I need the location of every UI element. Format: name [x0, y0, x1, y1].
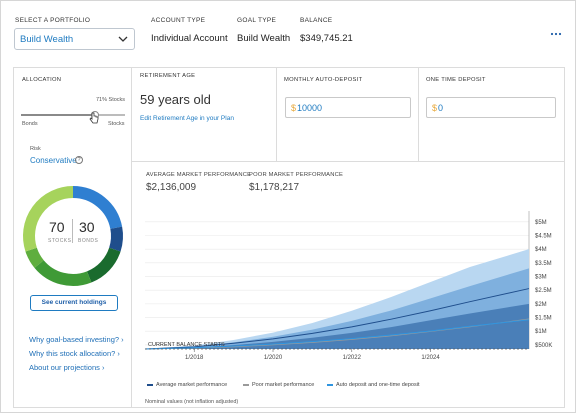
monthly-deposit-input[interactable]: $ 10000 — [285, 97, 411, 118]
donut-stocks-light-segment — [23, 186, 74, 252]
avg-performance-value: $2,136,009 — [146, 182, 197, 193]
series-line — [144, 288, 530, 350]
one-time-deposit-input[interactable]: $ 0 — [426, 97, 556, 118]
donut-stocks-segment — [34, 260, 92, 286]
series-line — [144, 318, 530, 350]
risk-value: Conservative — [30, 156, 77, 165]
legend-poor: Poor market performance — [243, 382, 314, 388]
portfolio-select[interactable]: Build Wealth — [14, 28, 135, 50]
slider-left-label: Bonds — [22, 121, 38, 127]
y-tick-label: $4.5M — [535, 234, 552, 240]
info-icon[interactable]: ? — [75, 156, 83, 164]
monthly-deposit-label: MONTHLY AUTO-DEPOSIT — [284, 77, 363, 83]
x-tick-label: 1/2018 — [185, 355, 204, 361]
balance-label: BALANCE — [300, 17, 333, 24]
bonds-percent: 30 — [79, 219, 95, 235]
legend-deposit: Auto deposit and one-time deposit — [327, 382, 419, 388]
y-tick-label: $3M — [535, 275, 547, 281]
donut-bonds-dark-segment — [109, 226, 123, 252]
slider-right-label: Stocks — [108, 121, 125, 127]
portfolio-select-value: Build Wealth — [20, 34, 74, 45]
legend-deposit-label: Auto deposit and one-time deposit — [336, 382, 420, 388]
legend-average-swatch — [147, 383, 153, 386]
donut-stocks-dark-segment — [86, 247, 121, 283]
series-line — [144, 319, 530, 350]
x-tick-label: 1/2024 — [421, 355, 440, 361]
y-tick-label: $2.5M — [535, 288, 552, 294]
nominal-values-note: Nominal values (not inflation adjusted) — [145, 399, 239, 405]
bonds-caption: BONDS — [78, 238, 99, 244]
stocks-percent: 70 — [49, 219, 65, 235]
y-tick-label: $4M — [535, 247, 547, 253]
y-tick-label: $2M — [535, 302, 547, 308]
x-tick-label: 1/2020 — [264, 355, 283, 361]
balance-value: $349,745.21 — [300, 33, 353, 44]
y-tick-label: $5M — [535, 220, 547, 226]
risk-label: Risk — [30, 146, 41, 152]
donut-stocks-mid-segment — [25, 247, 44, 268]
see-holdings-button[interactable]: See current holdings — [30, 295, 118, 311]
account-type-label: ACCOUNT TYPE — [151, 17, 206, 24]
allocation-slider-fill — [21, 114, 95, 116]
account-type-value: Individual Account — [151, 33, 228, 44]
monthly-currency: $ — [291, 103, 297, 113]
portfolio-label: SELECT A PORTFOLIO — [15, 17, 91, 24]
current-balance-label: CURRENT BALANCE STARTS — [148, 342, 225, 348]
y-tick-label: $1.5M — [535, 316, 552, 322]
edit-retirement-link[interactable]: Edit Retirement Age in your Plan — [140, 115, 234, 122]
monthly-deposit-value: 10000 — [297, 103, 323, 113]
retirement-label: RETIREMENT AGE — [140, 73, 196, 79]
legend-average: Average market performance — [147, 382, 227, 388]
retirement-age-value: 59 years old — [140, 92, 211, 107]
legend-poor-label: Poor market performance — [252, 382, 315, 388]
goal-type-value: Build Wealth — [237, 33, 291, 44]
one-time-deposit-label: ONE TIME DEPOSIT — [426, 77, 486, 83]
y-tick-label: $1M — [535, 329, 547, 335]
legend-average-label: Average market performance — [156, 382, 228, 388]
link-about-projections[interactable]: About our projections › — [29, 363, 105, 372]
link-goal-based-investing[interactable]: Why goal-based investing? › — [29, 335, 124, 344]
one-time-currency: $ — [432, 103, 438, 113]
area-band-lower — [145, 303, 529, 350]
avg-performance-label: AVERAGE MARKET PERFORMANCE — [146, 172, 252, 178]
chevron-down-icon — [118, 36, 128, 42]
y-tick-label: $500K — [535, 343, 552, 349]
x-tick-label: 1/2022 — [343, 355, 362, 361]
projection-chart: $500K $1M $1.5M $2M $2.5M $3M $3.5M $4M $4.5M $5M… — [144, 211, 552, 361]
link-stock-allocation[interactable]: Why this stock allocation? › — [29, 349, 120, 358]
allocation-donut — [21, 184, 125, 288]
more-horizontal-icon[interactable] — [549, 30, 563, 38]
allocation-label: ALLOCATION — [22, 77, 62, 83]
legend-deposit-swatch — [327, 383, 333, 386]
retirement-panel — [131, 67, 277, 162]
one-time-deposit-value: 0 — [438, 103, 444, 113]
y-tick-label: $3.5M — [535, 261, 552, 267]
hand-cursor-icon — [89, 112, 99, 124]
goal-type-label: GOAL TYPE — [237, 17, 277, 24]
donut-bonds-segment — [72, 186, 123, 230]
allocation-slider-readout: 71% Stocks — [96, 97, 126, 103]
stocks-caption: STOCKS — [48, 238, 72, 244]
poor-performance-value: $1,178,217 — [249, 182, 300, 193]
legend-poor-swatch — [243, 383, 249, 386]
donut-divider — [72, 219, 73, 243]
poor-performance-label: POOR MARKET PERFORMANCE — [249, 172, 344, 178]
